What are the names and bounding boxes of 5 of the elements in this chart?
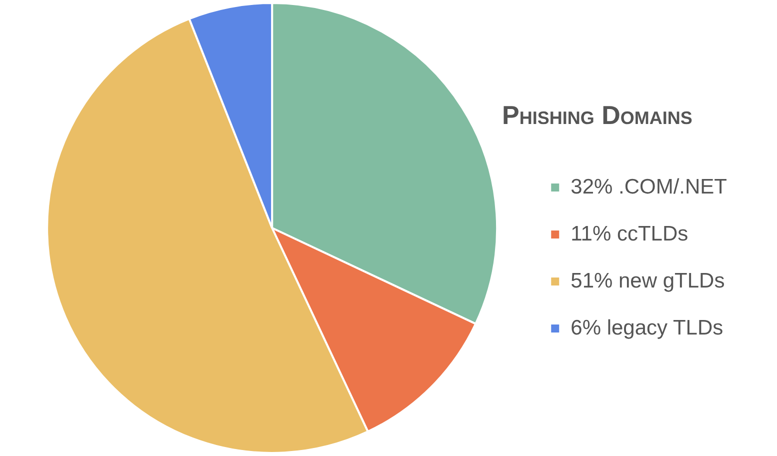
text: Phishing Domains [502,100,692,131]
legend-label: 32% .COM/.NET [570,175,728,198]
legend-label: 11% ccTLDs [570,222,688,246]
legend-label: 6% legacy TLDs [570,316,724,340]
legend-label: 51% new gTLDs [570,269,725,292]
